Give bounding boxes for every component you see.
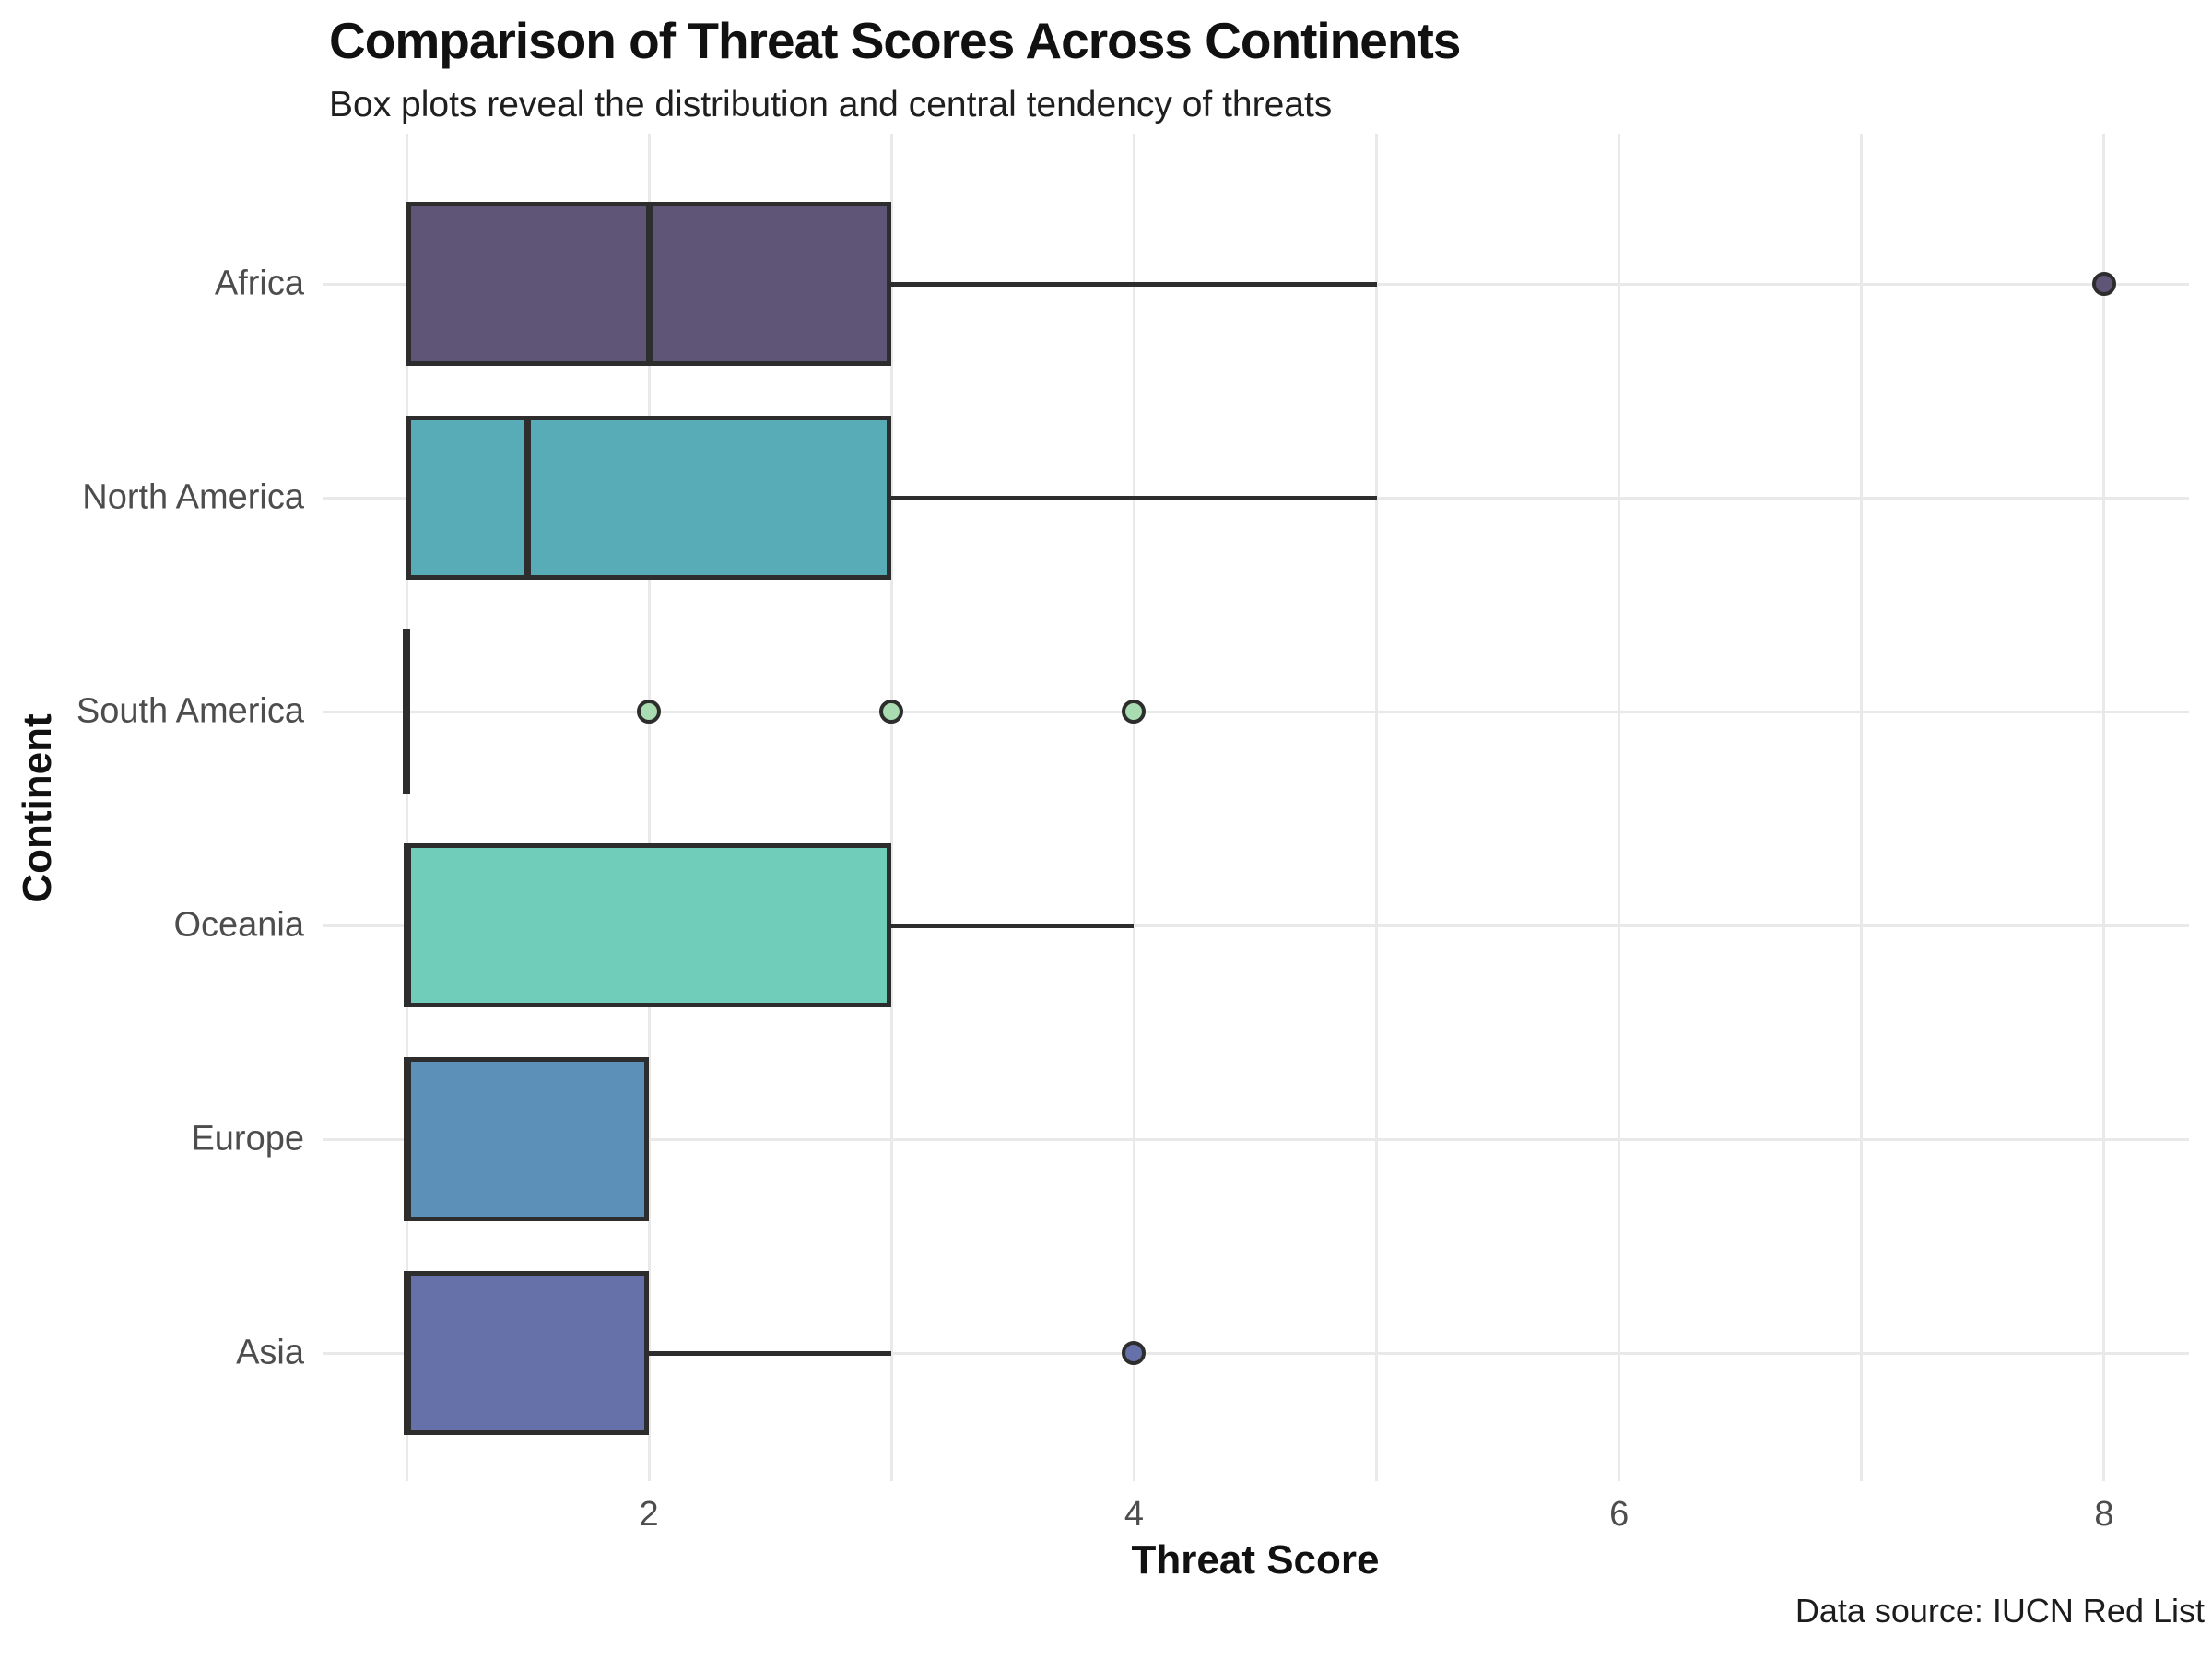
outlier-dot-asia bbox=[1122, 1341, 1147, 1365]
x-axis-title: Threat Score bbox=[1131, 1537, 1380, 1583]
category-label-asia: Asia bbox=[236, 1333, 304, 1372]
outlier-dot-south-america bbox=[637, 700, 662, 724]
x-tick-label: 2 bbox=[639, 1495, 659, 1534]
gridline-horizontal bbox=[323, 1137, 2189, 1141]
box-europe bbox=[406, 1057, 650, 1221]
box-oceania bbox=[406, 843, 892, 1007]
median-line-europe bbox=[403, 1057, 410, 1221]
gridline-horizontal bbox=[323, 924, 2189, 927]
box-south-america bbox=[403, 629, 410, 794]
caption: Data source: IUCN Red List bbox=[1794, 1592, 2205, 1630]
whisker-north-america bbox=[891, 495, 1377, 500]
whisker-asia bbox=[649, 1350, 892, 1356]
gridline-vertical bbox=[1132, 134, 1135, 1481]
gridline-vertical bbox=[889, 134, 893, 1481]
gridline-vertical bbox=[2102, 134, 2106, 1481]
x-tick-label: 4 bbox=[1124, 1495, 1144, 1534]
box-north-america bbox=[406, 416, 892, 580]
gridline-horizontal bbox=[323, 710, 2189, 713]
x-tick-label: 6 bbox=[1609, 1495, 1630, 1534]
category-label-europe: Europe bbox=[191, 1119, 304, 1159]
category-label-south-america: South America bbox=[76, 691, 304, 731]
outlier-dot-africa bbox=[2091, 272, 2116, 296]
chart-subtitle: Box plots reveal the distribution and ce… bbox=[329, 85, 1333, 124]
category-label-north-america: North America bbox=[82, 477, 304, 517]
box-asia bbox=[406, 1271, 650, 1435]
whisker-africa bbox=[891, 281, 1377, 287]
gridline-horizontal bbox=[323, 1351, 2189, 1355]
median-line-oceania bbox=[403, 843, 410, 1007]
category-label-oceania: Oceania bbox=[173, 905, 304, 945]
category-label-africa: Africa bbox=[214, 264, 304, 303]
outlier-dot-south-america bbox=[879, 700, 904, 724]
median-line-north-america bbox=[524, 416, 532, 580]
gridline-vertical bbox=[647, 134, 651, 1481]
whisker-oceania bbox=[891, 923, 1135, 928]
gridline-vertical bbox=[1375, 134, 1379, 1481]
x-tick-label: 8 bbox=[2094, 1495, 2114, 1534]
chart-title: Comparison of Threat Scores Across Conti… bbox=[329, 12, 1461, 69]
gridline-vertical bbox=[1618, 134, 1621, 1481]
gridline-vertical bbox=[405, 134, 408, 1481]
median-line-africa bbox=[645, 202, 653, 366]
y-axis-title: Continent bbox=[15, 713, 60, 903]
gridline-vertical bbox=[1860, 134, 1864, 1481]
median-line-asia bbox=[403, 1271, 410, 1435]
outlier-dot-south-america bbox=[1122, 700, 1147, 724]
